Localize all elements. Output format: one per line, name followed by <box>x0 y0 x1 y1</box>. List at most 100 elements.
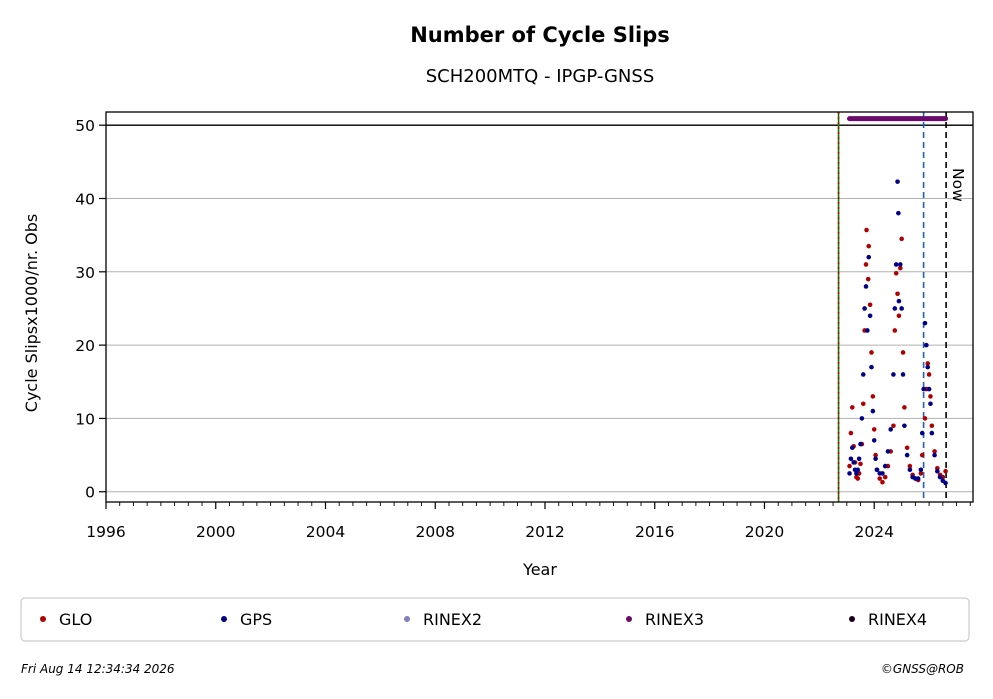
point-glo-34 <box>900 350 906 355</box>
point-glo-41 <box>918 471 924 476</box>
point-gps-29 <box>895 179 900 184</box>
y-tick-label-30: 30 <box>75 264 95 282</box>
point-gps-26 <box>891 372 896 377</box>
point-gps-27 <box>892 306 898 311</box>
chart-title: Number of Cycle Slips <box>410 23 670 47</box>
point-gps-19 <box>873 456 878 462</box>
point-glo-32 <box>897 265 903 271</box>
point-glo-17 <box>869 350 874 355</box>
point-glo-6 <box>855 476 861 481</box>
point-gps-5 <box>854 471 859 476</box>
now-label: Now <box>949 168 967 202</box>
point-gps-2 <box>849 445 855 451</box>
point-gps-54 <box>943 480 948 486</box>
chart-subtitle: SCH200MTQ - IPGP-GNSS <box>426 66 655 87</box>
point-glo-27 <box>891 423 896 429</box>
point-gps-24 <box>885 449 891 454</box>
point-glo-12 <box>863 262 869 267</box>
y-tick-label-0: 0 <box>85 484 95 502</box>
legend-marker-gps <box>221 616 227 622</box>
vertical-markers <box>837 112 947 502</box>
point-glo-1 <box>848 430 854 436</box>
point-glo-48 <box>929 423 935 429</box>
point-gps-18 <box>871 438 877 443</box>
point-gps-30 <box>896 210 901 216</box>
x-tick-label-2004: 2004 <box>306 523 345 541</box>
x-tick-label-1996: 1996 <box>86 523 125 541</box>
point-glo-14 <box>865 276 871 282</box>
point-gps-20 <box>874 467 880 473</box>
x-tick-label-2020: 2020 <box>745 523 784 541</box>
point-glo-18 <box>870 394 876 399</box>
point-gps-37 <box>907 467 913 473</box>
x-axis-label: Year <box>522 560 557 579</box>
x-tick-label-2024: 2024 <box>855 523 894 541</box>
point-gps-36 <box>904 452 910 458</box>
point-gps-34 <box>900 372 906 377</box>
point-gps-16 <box>869 364 874 370</box>
point-glo-33 <box>899 236 904 242</box>
now-label-group: Now <box>949 168 967 202</box>
point-glo-28 <box>892 328 898 333</box>
point-glo-36 <box>904 445 910 451</box>
point-gps-51 <box>935 468 940 474</box>
legend-label-rinex4: RINEX4 <box>868 610 927 629</box>
point-glo-37 <box>907 463 913 469</box>
legend-box <box>20 597 970 642</box>
point-gps-25 <box>888 427 893 432</box>
y-tick-label-40: 40 <box>75 191 95 209</box>
point-glo-23 <box>880 479 885 485</box>
point-gps-1 <box>848 456 854 462</box>
point-glo-49 <box>932 449 937 454</box>
point-glo-43 <box>922 416 928 421</box>
legend-label-glo: GLO <box>59 610 92 629</box>
point-gps-13 <box>865 328 870 333</box>
point-gps-50 <box>932 452 937 458</box>
footer-timestamp: Fri Aug 14 12:34:34 2026 <box>21 662 175 676</box>
legend-label-gps: GPS <box>240 610 272 629</box>
point-gps-32 <box>897 262 903 267</box>
point-gps-10 <box>860 372 866 377</box>
point-gps-6 <box>855 467 861 473</box>
point-gps-33 <box>899 306 904 311</box>
point-glo-30 <box>895 291 900 297</box>
point-glo-16 <box>867 302 873 308</box>
point-glo-31 <box>896 313 902 319</box>
point-glo-19 <box>871 427 877 432</box>
point-glo-13 <box>864 227 869 233</box>
point-glo-35 <box>902 405 907 410</box>
point-gps-17 <box>870 408 876 414</box>
point-gps-49 <box>929 430 935 436</box>
grid-lines <box>106 124 973 493</box>
point-gps-42 <box>919 430 925 436</box>
point-gps-31 <box>896 298 902 304</box>
point-gps-41 <box>918 467 924 473</box>
point-gps-43 <box>921 386 926 392</box>
x-tick-label-2016: 2016 <box>635 523 674 541</box>
y-tick-label-20: 20 <box>75 337 95 355</box>
legend-marker-rinex3 <box>626 616 632 622</box>
y-tick-label-50: 50 <box>75 117 95 135</box>
point-glo-2 <box>849 405 855 410</box>
point-gps-8 <box>858 441 863 447</box>
point-gps-11 <box>862 306 867 311</box>
point-gps-40 <box>915 476 921 481</box>
point-glo-47 <box>928 394 933 399</box>
data-points <box>847 179 948 486</box>
plot-frame <box>105 111 974 503</box>
legend-marker-rinex4 <box>849 616 855 622</box>
point-gps-48 <box>928 401 933 407</box>
point-glo-15 <box>866 243 872 249</box>
legend-label-rinex3: RINEX3 <box>645 610 704 629</box>
legend-label-rinex2: RINEX2 <box>423 610 482 629</box>
point-glo-45 <box>925 361 931 366</box>
x-tick-label-2008: 2008 <box>416 523 455 541</box>
y-axis-label: Cycle Slipsx1000/nr. Obs <box>22 214 41 412</box>
point-gps-14 <box>866 254 872 260</box>
point-glo-20 <box>873 452 878 458</box>
point-gps-0 <box>847 471 852 476</box>
point-glo-24 <box>882 474 888 480</box>
legend-marker-glo <box>40 616 46 622</box>
y-tick-label-10: 10 <box>75 410 95 428</box>
